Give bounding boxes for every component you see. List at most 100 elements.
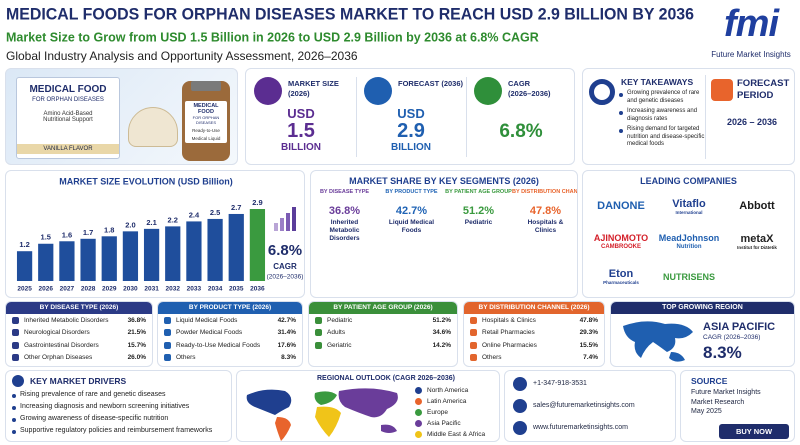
stat-label: MARKET SIZE	[288, 79, 339, 88]
stat-unit: USD	[287, 106, 315, 121]
row-icon	[12, 341, 19, 349]
bullet-mark	[12, 418, 16, 422]
legend-label: Middle East & Africa	[427, 431, 486, 438]
table-row: Others 7.4%	[464, 352, 604, 365]
tagline: Global Industry Analysis and Opportunity…	[6, 49, 358, 63]
bottle-subtitle: FOR ORPHAN DISEASES	[192, 115, 220, 125]
bottle-cap	[191, 81, 221, 91]
product-image: MEDICAL FOOD FOR ORPHAN DISEASES Amino A…	[5, 68, 238, 165]
stats-panel: MARKET SIZE (2026) USD 1.5 BILLION FORECAST (…	[245, 68, 575, 165]
legend-item: Middle East & Africa	[415, 429, 499, 440]
table-row: Other Orphan Diseases 26.0%	[6, 352, 152, 365]
row-icon	[164, 354, 171, 362]
bullet-text: Supportive regulatory policies and reimb…	[20, 427, 213, 434]
companies-title: LEADING COMPANIES	[640, 176, 737, 186]
bullet-item: Growing prevalence of rare and genetic d…	[619, 90, 705, 105]
product-carton: MEDICAL FOOD FOR ORPHAN DISEASES Amino A…	[16, 77, 120, 159]
company-name: Abbott	[739, 200, 775, 212]
bullet-mark	[12, 406, 16, 410]
row-label: Ready-to-Use Medical Foods	[176, 341, 261, 349]
source-lines: Future Market Insights Market Research May…	[691, 388, 761, 417]
company-sub: International	[675, 209, 703, 215]
segment-table: BY DISEASE TYPE (2026) Inherited Metaboli…	[5, 301, 153, 367]
company-name: DANONE	[597, 200, 645, 212]
companies-panel: LEADING COMPANIES DANONE Vitaflo Internati…	[582, 170, 795, 298]
top-region-name: ASIA PACIFIC	[703, 321, 776, 333]
company-logo: metaX Institut für Diätetik	[723, 224, 791, 259]
value-label: 2.7	[231, 203, 241, 212]
la-shape	[275, 417, 291, 441]
segment: BY DISTRIBUTION CHANNEL 47.8% Hospitals & …	[512, 189, 577, 297]
logo-mark: fmi	[724, 3, 779, 45]
stat-scale: BILLION	[391, 142, 431, 153]
row-label: Online Pharmacies	[482, 341, 537, 349]
logo-caption: Future Market Insights	[711, 50, 791, 59]
header: MEDICAL FOODS FOR ORPHAN DISEASES MARKET…	[6, 4, 694, 63]
table-row: Inherited Metabolic Disorders 36.8%	[6, 314, 152, 327]
region-map	[623, 321, 693, 362]
bar	[165, 226, 181, 281]
legend-swatch	[415, 409, 422, 416]
segment-table: BY PATIENT AGE GROUP (2026) Pediatric 51.2…	[308, 301, 458, 367]
bullet-text: Rising prevalence of rare and genetic di…	[20, 391, 166, 398]
company-logo: Vitaflo International	[655, 189, 723, 224]
bullet-text: Growing awareness of disease-specific nu…	[20, 415, 169, 422]
bar	[207, 218, 223, 281]
row-value: 15.5%	[579, 341, 598, 349]
row-value: 31.4%	[277, 329, 296, 337]
growth-icon	[274, 207, 296, 231]
bullet-mark	[619, 111, 623, 115]
stat-value: 2.9	[397, 120, 425, 142]
company-sub: Institut für Diätetik	[737, 244, 777, 250]
row-value: 36.8%	[127, 316, 146, 324]
takeaways-title: KEY TAKEAWAYS	[621, 77, 694, 87]
row-value: 8.3%	[281, 354, 296, 362]
segment-title: BY DISEASE TYPE	[319, 189, 370, 195]
bullet-text: Increasing awareness and diagnosis rates	[627, 108, 698, 122]
legend-label: North America	[427, 387, 469, 394]
table-row: Others 8.3%	[158, 352, 302, 365]
segment-table: BY PRODUCT TYPE (2026) Liquid Medical Foo…	[157, 301, 303, 367]
title: MEDICAL FOODS FOR ORPHAN DISEASES MARKET…	[6, 4, 694, 23]
company-logo: AJINOMOTO CAMBROOKE	[587, 224, 655, 259]
source-line: May 2025	[691, 408, 722, 415]
divider	[705, 75, 706, 159]
row-icon	[470, 316, 477, 324]
table-title: BY DISTRIBUTION CHANNEL (2026)	[464, 302, 604, 314]
buy-button[interactable]: BUY NOW	[719, 424, 789, 439]
row-value: 17.6%	[277, 341, 296, 349]
phone-icon	[513, 377, 527, 391]
segment-value: 47.8%	[529, 205, 562, 217]
x-tick-label: 2034	[208, 286, 223, 293]
forecast-title: FORECAST PERIOD	[737, 78, 790, 101]
table-row: Gastrointestinal Disorders 15.7%	[6, 339, 152, 352]
drivers-icon	[12, 375, 24, 387]
value-label: 2.0	[125, 220, 135, 229]
x-tick-label: 2028	[81, 286, 96, 293]
icon-bar	[286, 213, 290, 231]
company-logo: DANONE	[587, 189, 655, 224]
table-row: Pediatric 51.2%	[309, 314, 457, 327]
row-label: Others	[482, 354, 502, 362]
share-title: MARKET SHARE BY KEY SEGMENTS (2026)	[349, 176, 539, 186]
segment-value: 51.2%	[462, 205, 495, 217]
oceania-shape	[381, 424, 397, 433]
bar	[80, 238, 96, 281]
bar	[38, 243, 54, 281]
source-line: Future Market Insights	[691, 389, 761, 396]
company-sub: Nutrition	[676, 244, 702, 251]
segment-label: Liquid Medical Foods	[388, 219, 435, 234]
row-label: Inherited Metabolic Disorders	[24, 316, 109, 324]
legend-item: North America	[415, 385, 499, 396]
company-name: metaX	[740, 232, 774, 245]
segment-value: 36.8%	[328, 205, 361, 217]
table-row: Powder Medical Foods 31.4%	[158, 327, 302, 340]
divider	[356, 77, 357, 157]
row-icon	[164, 329, 171, 337]
table-row: Online Pharmacies 15.5%	[464, 339, 604, 352]
value-label: 1.2	[19, 240, 29, 249]
row-label: Adults	[327, 329, 346, 337]
legend-swatch	[415, 431, 422, 438]
stat-icon	[254, 77, 282, 105]
website: www.futuremarketinsights.com	[533, 424, 628, 431]
